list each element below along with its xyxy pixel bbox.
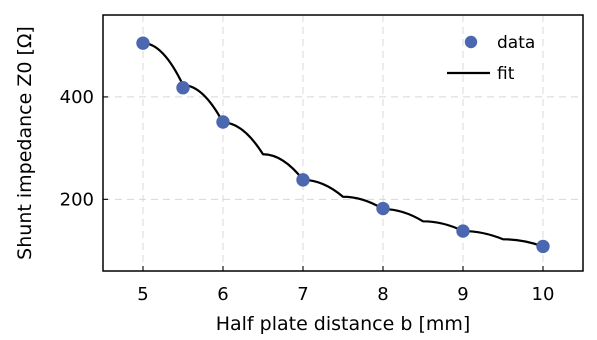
y-axis-label: Shunt impedance Z0 [Ω] — [14, 26, 36, 260]
data-point — [376, 201, 390, 216]
fit-series-line — [141, 42, 545, 248]
data-point — [176, 81, 190, 95]
x-tick-label: 7 — [297, 284, 308, 305]
y-tick-label: 200 — [60, 189, 94, 210]
x-tick-label: 9 — [457, 284, 468, 305]
y-tick-label: 400 — [60, 87, 94, 108]
legend-data-label: data — [497, 33, 535, 53]
x-tick-label: 8 — [377, 284, 388, 305]
x-tick-label: 10 — [532, 284, 555, 305]
x-tick-label: 5 — [137, 284, 148, 305]
legend-data-marker — [464, 35, 478, 49]
tick-layer: 5 6 7 8 9 10 200 400 — [60, 87, 555, 305]
grid-layer — [103, 15, 583, 271]
data-point — [456, 224, 470, 238]
legend-fit-label: fit — [497, 64, 515, 84]
data-point — [136, 36, 150, 50]
data-point — [296, 173, 310, 187]
plot-frame — [102, 14, 584, 272]
data-point — [536, 239, 550, 254]
data-point — [216, 115, 230, 129]
x-tick-label: 6 — [217, 284, 228, 305]
x-axis-label: Half plate distance b [mm] — [216, 313, 471, 335]
series-layer — [136, 36, 550, 254]
legend-layer: data fit — [447, 33, 535, 84]
